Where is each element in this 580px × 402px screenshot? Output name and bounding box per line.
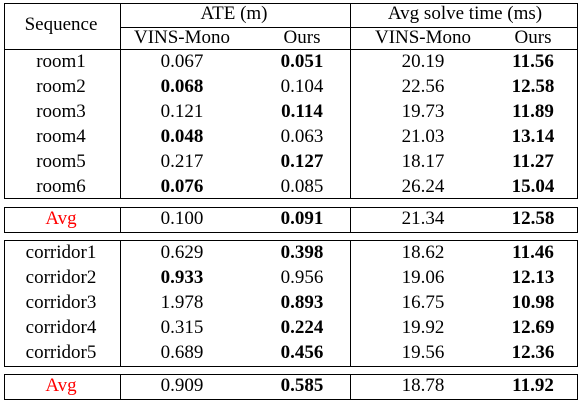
time-ours-cell: 12.58 bbox=[511, 76, 555, 97]
ate-vins-cell: 0.048 bbox=[160, 126, 204, 147]
time-vins-cell: 21.03 bbox=[401, 126, 445, 147]
corridor-top-rule bbox=[4, 240, 578, 241]
time-ours-cell: 11.27 bbox=[512, 151, 554, 172]
time-vins-cell: 18.62 bbox=[401, 242, 445, 263]
time-vins-cell: 19.92 bbox=[401, 317, 445, 338]
vertical-rule bbox=[120, 3, 121, 199]
avg-label: Avg bbox=[45, 208, 77, 229]
ate-vins-cell: 1.978 bbox=[160, 292, 204, 313]
time-ours-cell: 12.13 bbox=[511, 267, 555, 288]
ate-vins-cell: 0.315 bbox=[160, 317, 204, 338]
avg-top-rule bbox=[4, 207, 578, 208]
ate-ours-cell: 0.114 bbox=[281, 101, 323, 122]
sequence-cell: room4 bbox=[36, 126, 86, 147]
corridor-bottom-rule bbox=[4, 366, 578, 367]
ate-vins-cell: 0.068 bbox=[160, 76, 204, 97]
ate-vins-cell: 0.909 bbox=[160, 375, 204, 396]
time-ours-cell: 11.89 bbox=[512, 101, 554, 122]
ate-ours-cell: 0.091 bbox=[280, 208, 324, 229]
ate-ours-cell: 0.585 bbox=[280, 375, 324, 396]
sequence-cell: corridor1 bbox=[25, 242, 97, 263]
time-ours-cell: 12.36 bbox=[511, 342, 555, 363]
ate-ours-cell: 0.956 bbox=[280, 267, 324, 288]
header-time-ours: Ours bbox=[514, 27, 552, 48]
time-ours-cell: 12.69 bbox=[511, 317, 555, 338]
avg-bottom-rule bbox=[4, 232, 578, 233]
header-ate-ours: Ours bbox=[283, 27, 321, 48]
ate-vins-cell: 0.933 bbox=[160, 267, 204, 288]
time-vins-cell: 16.75 bbox=[401, 292, 445, 313]
avg-top-rule bbox=[4, 374, 578, 375]
vertical-rule bbox=[577, 3, 578, 199]
header-ate-group: ATE (m) bbox=[200, 3, 268, 24]
ate-vins-cell: 0.076 bbox=[160, 176, 204, 197]
ate-ours-cell: 0.456 bbox=[280, 342, 324, 363]
time-vins-cell: 26.24 bbox=[401, 176, 445, 197]
vertical-rule bbox=[577, 240, 578, 367]
sequence-cell: corridor3 bbox=[25, 292, 97, 313]
ate-vins-cell: 0.689 bbox=[160, 342, 204, 363]
vertical-rule bbox=[4, 207, 5, 233]
vertical-rule bbox=[577, 374, 578, 400]
header-ate-vins-mono: VINS-Mono bbox=[133, 27, 231, 48]
header-sequence: Sequence bbox=[24, 14, 98, 35]
sequence-cell: room1 bbox=[36, 51, 86, 72]
time-vins-cell: 20.19 bbox=[401, 51, 445, 72]
ate-vins-cell: 0.217 bbox=[160, 151, 204, 172]
top-rule bbox=[4, 3, 578, 4]
header-bottom-rule bbox=[4, 49, 578, 50]
time-ours-cell: 11.92 bbox=[512, 375, 554, 396]
ate-ours-cell: 0.224 bbox=[280, 317, 324, 338]
ate-vins-cell: 0.100 bbox=[160, 208, 204, 229]
time-ours-cell: 11.46 bbox=[512, 242, 554, 263]
sequence-cell: room3 bbox=[36, 101, 86, 122]
vertical-rule bbox=[350, 207, 351, 233]
ate-vins-cell: 0.067 bbox=[160, 51, 204, 72]
group-underline bbox=[120, 27, 578, 28]
avg-bottom-rule bbox=[4, 399, 578, 400]
time-ours-cell: 15.04 bbox=[511, 176, 555, 197]
time-vins-cell: 18.78 bbox=[401, 375, 445, 396]
time-vins-cell: 19.56 bbox=[401, 342, 445, 363]
ate-ours-cell: 0.085 bbox=[280, 176, 324, 197]
time-vins-cell: 22.56 bbox=[401, 76, 445, 97]
sequence-cell: room2 bbox=[36, 76, 86, 97]
ate-ours-cell: 0.104 bbox=[280, 76, 324, 97]
sequence-cell: corridor5 bbox=[25, 342, 97, 363]
time-ours-cell: 13.14 bbox=[511, 126, 555, 147]
sequence-cell: room5 bbox=[36, 151, 86, 172]
ate-ours-cell: 0.051 bbox=[280, 51, 324, 72]
vertical-rule bbox=[350, 374, 351, 400]
vertical-rule bbox=[4, 3, 5, 199]
ate-ours-cell: 0.893 bbox=[280, 292, 324, 313]
sequence-cell: corridor4 bbox=[25, 317, 97, 338]
ate-vins-cell: 0.629 bbox=[160, 242, 204, 263]
time-vins-cell: 21.34 bbox=[401, 208, 445, 229]
vertical-rule bbox=[120, 374, 121, 400]
vertical-rule bbox=[350, 240, 351, 367]
time-ours-cell: 11.56 bbox=[512, 51, 554, 72]
ate-ours-cell: 0.398 bbox=[280, 242, 324, 263]
time-ours-cell: 12.58 bbox=[511, 208, 555, 229]
room-bottom-rule bbox=[4, 198, 578, 199]
time-vins-cell: 18.17 bbox=[401, 151, 445, 172]
vertical-rule bbox=[4, 240, 5, 367]
vertical-rule bbox=[577, 207, 578, 233]
header-time-vins-mono: VINS-Mono bbox=[374, 27, 472, 48]
vertical-rule bbox=[120, 207, 121, 233]
ate-ours-cell: 0.127 bbox=[280, 151, 324, 172]
vertical-rule bbox=[120, 240, 121, 367]
vertical-rule bbox=[350, 3, 351, 199]
ate-vins-cell: 0.121 bbox=[160, 101, 204, 122]
time-vins-cell: 19.73 bbox=[401, 101, 445, 122]
sequence-cell: corridor2 bbox=[25, 267, 97, 288]
sequence-cell: room6 bbox=[36, 176, 86, 197]
time-ours-cell: 10.98 bbox=[511, 292, 555, 313]
avg-label: Avg bbox=[45, 375, 77, 396]
time-vins-cell: 19.06 bbox=[401, 267, 445, 288]
header-time-group: Avg solve time (ms) bbox=[387, 3, 543, 24]
ate-ours-cell: 0.063 bbox=[280, 126, 324, 147]
vertical-rule bbox=[4, 374, 5, 400]
